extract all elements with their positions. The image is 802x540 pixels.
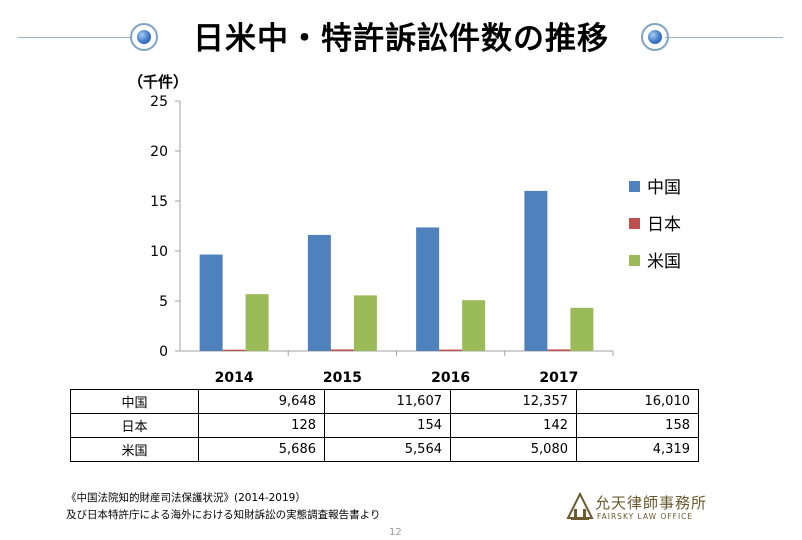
bar-米国-2014 — [245, 294, 269, 351]
table-row-label: 日本 — [70, 413, 199, 438]
legend-swatch-中国 — [629, 181, 640, 192]
title-rule-left — [18, 37, 138, 38]
table-cell: 158 — [576, 413, 699, 438]
data-table: 中国 9,648 11,607 12,357 16,010 日本 128 154 142 158 米… — [70, 389, 699, 462]
table-cell: 16,010 — [576, 389, 699, 414]
y-tick-label-2: 10 — [150, 244, 168, 260]
table-cell: 4,319 — [576, 437, 699, 462]
bar-日本-2017 — [547, 349, 571, 351]
y-tick-label-3: 15 — [150, 194, 168, 210]
x-tick-label-2015: 2015 — [323, 370, 362, 386]
firm-name-cn: 允天律師事務所 — [595, 494, 708, 512]
table-cell: 154 — [324, 413, 451, 438]
table-cell: 9,648 — [198, 389, 325, 414]
y-tick-label-5: 25 — [150, 94, 168, 110]
x-tick-label-2016: 2016 — [431, 370, 470, 386]
page-number: 12 — [389, 527, 402, 538]
table-cell: 11,607 — [324, 389, 451, 414]
bar-日本-2015 — [330, 349, 354, 351]
x-tick-label-2017: 2017 — [539, 370, 578, 386]
y-tick-label-4: 20 — [150, 144, 168, 160]
table-row: 中国 9,648 11,607 12,357 16,010 — [70, 389, 699, 414]
table-row: 米国 5,686 5,564 5,080 4,319 — [70, 437, 699, 462]
bar-中国-2017 — [524, 190, 548, 351]
table-row: 日本 128 154 142 158 — [70, 413, 699, 438]
legend-label-米国: 米国 — [647, 252, 681, 272]
title-rule-right — [665, 37, 783, 38]
bar-中国-2016 — [416, 227, 440, 351]
bar-日本-2016 — [439, 349, 463, 351]
table-row-label: 中国 — [70, 389, 199, 414]
table-cell: 5,564 — [324, 437, 451, 462]
bar-中国-2014 — [199, 254, 223, 351]
table-cell: 5,080 — [450, 437, 577, 462]
firm-logo: 允天律師事務所 FAIRSKY LAW OFFICE — [565, 492, 715, 526]
firm-name-en: FAIRSKY LAW OFFICE — [597, 512, 694, 521]
legend-swatch-日本 — [629, 218, 640, 229]
source-note-line-1: 《中国法院知的財産司法保護状況》(2014-2019） — [66, 492, 306, 504]
bar-米国-2017 — [570, 307, 594, 351]
table-cell: 5,686 — [198, 437, 325, 462]
x-tick-label-2014: 2014 — [215, 370, 254, 386]
legend-swatch-米国 — [629, 255, 640, 266]
y-axis-unit-label: （千件） — [128, 73, 189, 91]
bar-米国-2015 — [353, 295, 377, 351]
bar-日本-2014 — [222, 349, 246, 351]
title-bullet-left-icon — [130, 23, 158, 51]
table-cell: 128 — [198, 413, 325, 438]
legend-label-日本: 日本 — [647, 215, 681, 235]
title-bar: 日米中・特許訴訟件数の推移 — [0, 0, 802, 70]
table-cell: 142 — [450, 413, 577, 438]
page-title: 日米中・特許訴訟件数の推移 — [193, 21, 609, 57]
legend-label-中国: 中国 — [647, 178, 681, 198]
y-tick-label-1: 5 — [159, 294, 168, 310]
firm-logo-icon — [566, 492, 594, 520]
table-row-label: 米国 — [70, 437, 199, 462]
source-note-line-2: 及び日本特許庁による海外における知財訴訟の実態調査報告書より — [66, 509, 381, 521]
bar-中国-2015 — [307, 234, 331, 351]
bar-米国-2016 — [462, 300, 486, 351]
table-cell: 12,357 — [450, 389, 577, 414]
y-tick-label-0: 0 — [159, 344, 168, 360]
